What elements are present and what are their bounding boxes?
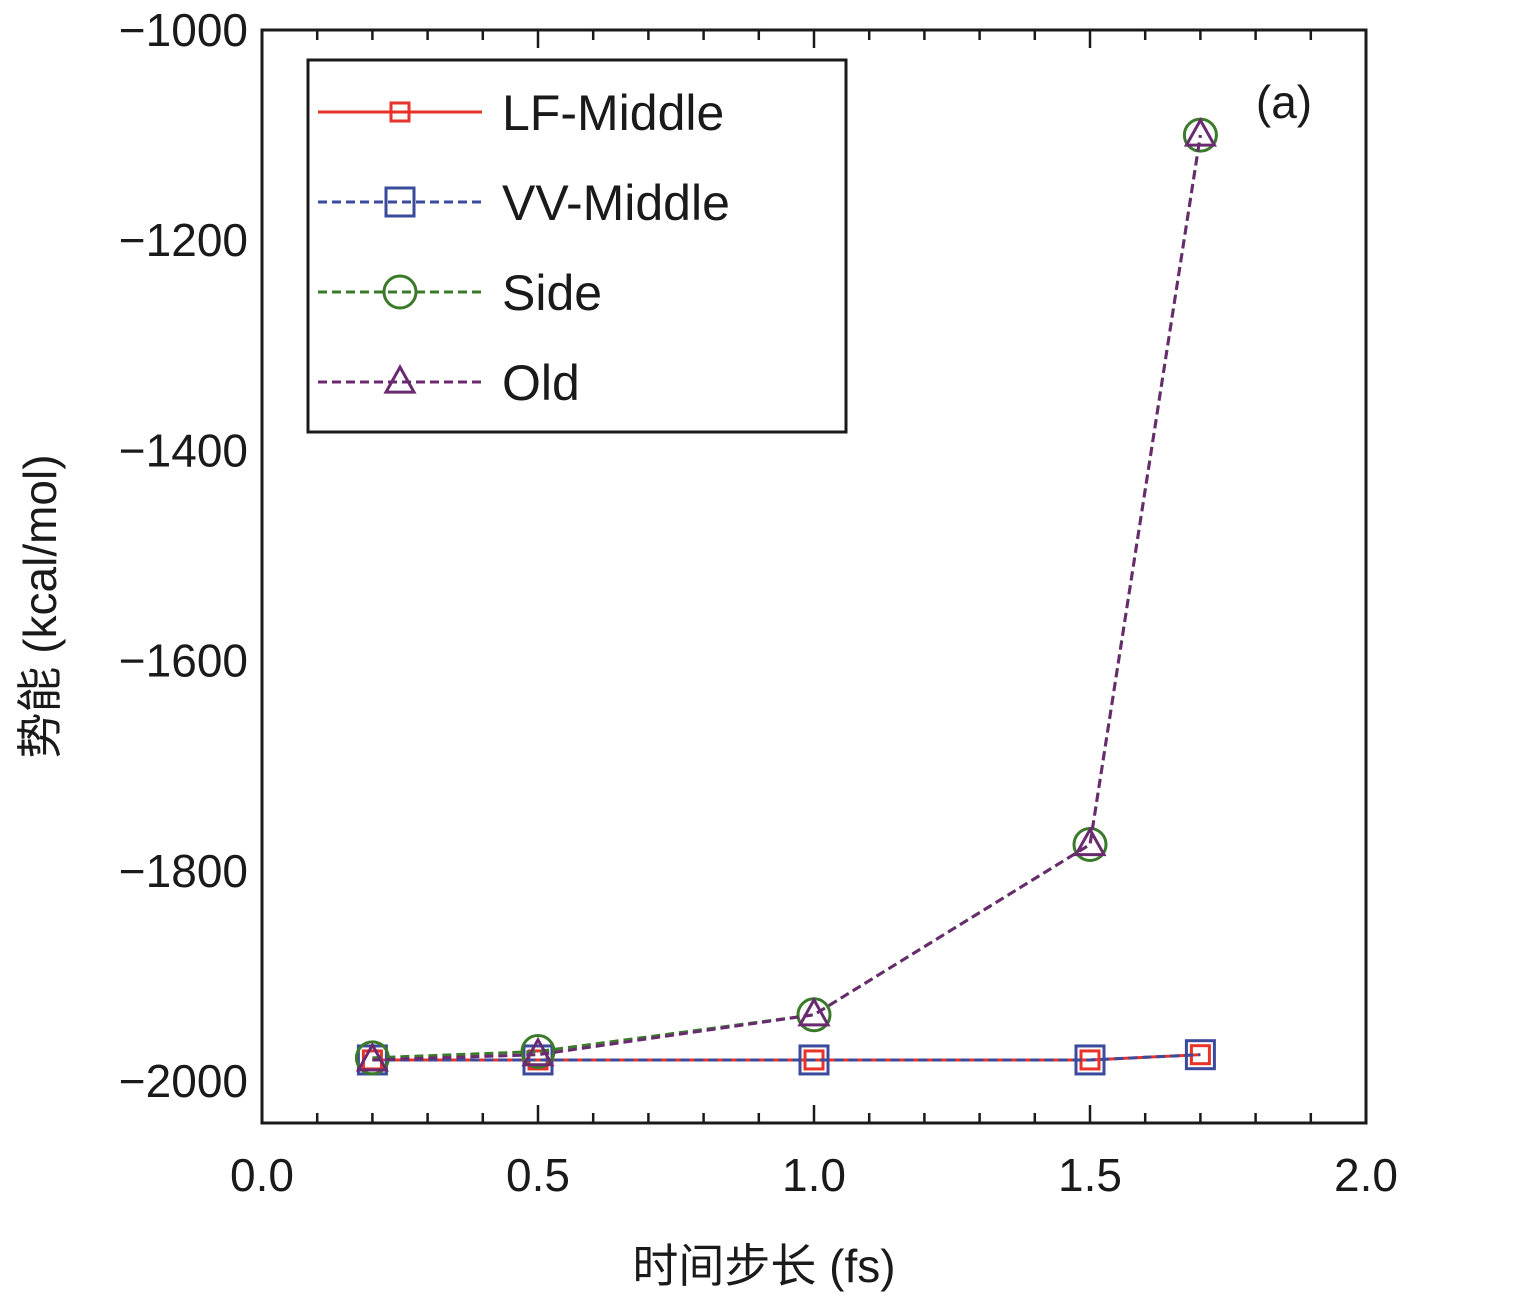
legend-label: VV-Middle: [502, 175, 730, 231]
legend-swatch-marker: [382, 274, 418, 310]
series-line: [372, 134, 1202, 1062]
data-point: [1184, 1039, 1216, 1071]
legend-swatch-marker: [384, 186, 416, 218]
legend-item: Side: [318, 265, 602, 321]
data-point: [355, 1041, 389, 1072]
y-tick-label: −1800: [119, 845, 248, 897]
y-tick-label: −1600: [119, 635, 248, 687]
legend-swatch-marker: [383, 364, 417, 394]
y-tick-label: −1400: [119, 424, 248, 476]
legend-item: Old: [318, 355, 580, 411]
series-layer: [354, 117, 1218, 1076]
data-point: [521, 1036, 555, 1067]
data-point: [354, 1040, 390, 1076]
data-point: [1073, 826, 1107, 857]
legend-label: Side: [502, 265, 602, 321]
data-point: [520, 1034, 556, 1070]
y-tick-label: −1000: [119, 4, 248, 56]
data-point: [1183, 117, 1217, 147]
y-tick-label: −1200: [119, 214, 248, 266]
legend-item: VV-Middle: [318, 175, 730, 231]
y-tick-label: −2000: [119, 1055, 248, 1107]
legend-label: LF-Middle: [502, 85, 724, 141]
x-axis-label: 时间步长 (fs): [632, 1240, 895, 1292]
x-tick-label: 1.0: [782, 1149, 846, 1201]
y-axis-label: 势能 (kcal/mol): [14, 454, 66, 758]
data-point: [798, 1044, 830, 1076]
legend-item: LF-Middle: [318, 85, 724, 141]
legend-swatch-marker: [389, 101, 411, 123]
data-point: [1074, 1044, 1106, 1076]
legend-label: Old: [502, 355, 580, 411]
x-tick-label: 1.5: [1058, 1149, 1122, 1201]
x-tick-label: 2.0: [1334, 1149, 1398, 1201]
ticks-layer: 0.0 0.5 1.0 1.5 2.0 −1000 −1200 −1400 −1600 −1800…: [119, 4, 1398, 1201]
legend: LF-Middle VV-Middle Side Old: [306, 58, 848, 434]
x-tick-label: 0.5: [506, 1149, 570, 1201]
series-old: [355, 117, 1217, 1072]
x-tick-label: 0.0: [230, 1149, 294, 1201]
plot-frame: [260, 28, 1368, 1125]
data-point: [797, 996, 831, 1027]
panel-label: (a): [1256, 76, 1312, 128]
series-line: [372, 1053, 1201, 1062]
